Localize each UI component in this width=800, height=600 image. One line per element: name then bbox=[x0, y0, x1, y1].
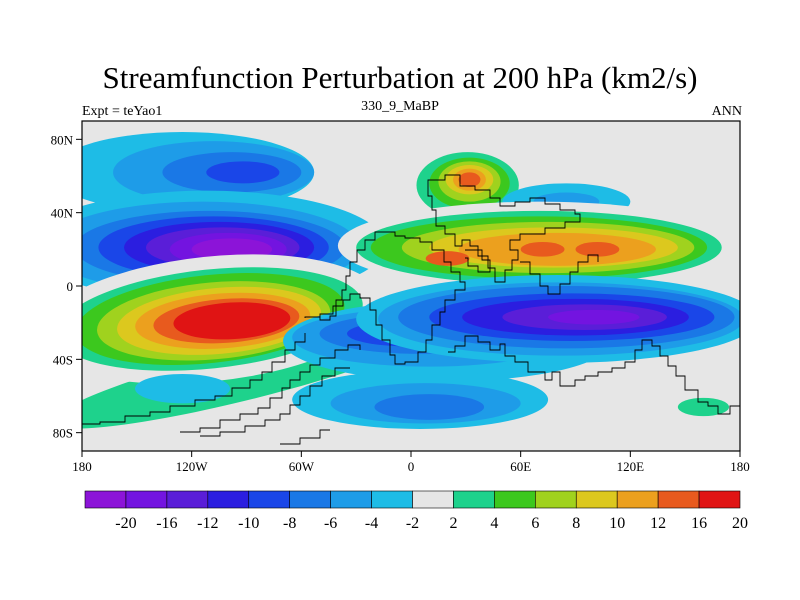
colorbar-label: 16 bbox=[691, 515, 707, 532]
case-label: 330_9_MaBP bbox=[361, 99, 439, 114]
coastline-australia bbox=[448, 335, 740, 415]
colorbar-label: -12 bbox=[197, 515, 218, 532]
y-tick-label: 40N bbox=[51, 206, 74, 221]
experiment-label: Expt = teYao1 bbox=[82, 104, 163, 119]
colorbar-label: -16 bbox=[156, 515, 177, 532]
y-axis: 80N 40N 0 40S 80S bbox=[51, 132, 82, 441]
contour-field bbox=[82, 132, 740, 429]
coastline-antarctica-d bbox=[280, 429, 330, 445]
coastline-antarctica-c bbox=[200, 367, 350, 437]
colorbar-swatch bbox=[125, 490, 168, 509]
colorbar-label: 12 bbox=[650, 515, 666, 532]
y-tick-label: 40S bbox=[53, 352, 73, 367]
colorbar-swatch bbox=[289, 490, 331, 509]
contour-blob-asia-high bbox=[520, 242, 565, 257]
colorbar: -20 -16 -12 -10 -8 -6 -4 -2 2 4 6 8 10 12 16 20 bbox=[84, 490, 748, 532]
colorbar-label: -8 bbox=[283, 515, 296, 532]
colorbar-label: 10 bbox=[609, 515, 625, 532]
x-tick-label: 0 bbox=[408, 459, 415, 474]
coastline-antarctica-a bbox=[82, 333, 306, 425]
chart-title: Streamfunction Perturbation at 200 hPa (… bbox=[102, 60, 698, 95]
colorbar-label: -4 bbox=[365, 515, 378, 532]
colorbar-swatch bbox=[84, 490, 127, 509]
contour-blob-spac-pos bbox=[677, 397, 730, 417]
x-axis: 180 120W 60W 0 60E 120E 180 bbox=[72, 451, 750, 474]
coastline-antarctica-b bbox=[180, 344, 361, 433]
colorbar-label: 4 bbox=[490, 515, 498, 532]
y-tick-label: 80N bbox=[51, 132, 74, 147]
colorbar-swatch bbox=[494, 490, 536, 509]
x-tick-label: 180 bbox=[730, 459, 750, 474]
colorbar-swatch bbox=[698, 490, 741, 509]
contour-blob-asia-high bbox=[575, 242, 620, 257]
contour-blob-eu-high bbox=[458, 172, 481, 188]
colorbar-swatch bbox=[166, 490, 209, 509]
colorbar-swatch bbox=[657, 490, 700, 509]
coastline-eurasia bbox=[427, 174, 581, 283]
colorbar-label: -20 bbox=[115, 515, 136, 532]
colorbar-swatch bbox=[412, 490, 454, 509]
colorbar-label: 8 bbox=[572, 515, 580, 532]
contour-blob-asia-high bbox=[425, 251, 470, 266]
coastline-africa bbox=[304, 231, 466, 365]
colorbar-label: 2 bbox=[449, 515, 457, 532]
colorbar-label: -10 bbox=[238, 515, 259, 532]
contour-blob-trop-pos bbox=[173, 302, 291, 340]
colorbar-label: -2 bbox=[406, 515, 419, 532]
coastlines bbox=[82, 174, 740, 445]
colorbar-swatch bbox=[330, 490, 372, 509]
colorbar-label: 6 bbox=[531, 515, 539, 532]
contour-blob-np bbox=[206, 161, 280, 184]
colorbar-swatch bbox=[207, 490, 250, 509]
colorbar-swatch bbox=[616, 490, 659, 509]
y-tick-label: 80S bbox=[53, 426, 73, 441]
colorbar-label: -6 bbox=[324, 515, 337, 532]
colorbar-swatch bbox=[371, 490, 413, 509]
contour-blob-io-low bbox=[548, 309, 640, 325]
colorbar-swatch bbox=[453, 490, 495, 509]
coastline-asia-south bbox=[520, 254, 599, 295]
colorbar-label: 20 bbox=[732, 515, 748, 532]
season-label: ANN bbox=[711, 104, 742, 119]
y-tick-label: 0 bbox=[67, 279, 74, 294]
colorbar-swatch bbox=[535, 490, 577, 509]
coastline-arabia bbox=[465, 249, 491, 273]
x-tick-label: 180 bbox=[72, 459, 92, 474]
contour-blob-sh-low bbox=[135, 374, 231, 404]
x-tick-label: 120W bbox=[176, 459, 209, 474]
contour-blob-so-low bbox=[374, 394, 485, 420]
colorbar-swatch bbox=[248, 490, 290, 509]
x-tick-label: 60E bbox=[510, 459, 531, 474]
colorbar-swatch bbox=[575, 490, 618, 509]
x-tick-label: 60W bbox=[289, 459, 315, 474]
x-tick-label: 120E bbox=[617, 459, 645, 474]
